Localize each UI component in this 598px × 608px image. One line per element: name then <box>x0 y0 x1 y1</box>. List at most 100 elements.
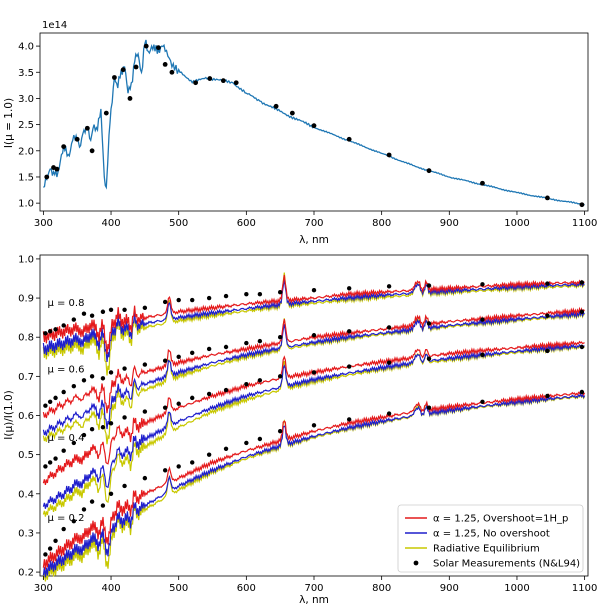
bottom-measurement-point <box>311 333 317 338</box>
top-measurement-point <box>89 148 95 154</box>
top-measurement-point <box>103 110 109 116</box>
top-measurement-point <box>207 76 213 81</box>
bottom-measurement-point <box>480 317 485 322</box>
bottom-x-tick-label: 300 <box>34 583 53 594</box>
bottom-measurement-point <box>142 305 148 311</box>
top-spectrum-line <box>42 39 585 206</box>
bottom-y-tick-label: 0.6 <box>18 411 34 422</box>
bottom-measurement-point <box>89 313 95 318</box>
bottom-measurement-point <box>545 281 550 286</box>
top-measurement-point <box>220 78 226 84</box>
bottom-measurement-point <box>142 409 148 414</box>
bottom-measurement-point <box>206 452 212 457</box>
bottom-measurement-point <box>346 417 352 422</box>
bottom-measurement-point <box>71 518 77 524</box>
bottom-measurement-point <box>190 395 195 401</box>
bottom-y-tick-label: 1.0 <box>18 254 34 265</box>
bottom-measurement-point <box>71 383 77 389</box>
bottom-measurement-point <box>386 284 392 289</box>
top-chart: 1e14 300 400 500 600 700 800 900 1000 1100 1.0 1.… <box>3 20 597 246</box>
top-y-tick-label: 3.5 <box>18 68 34 79</box>
bottom-measurement-point <box>206 346 212 352</box>
bottom-measurement-point <box>386 325 392 330</box>
bottom-x-tick-label: 700 <box>304 583 323 594</box>
bottom-measurement-point <box>426 283 432 288</box>
bottom-y-tick-label: 0.7 <box>18 372 34 383</box>
top-x-tick-label: 300 <box>34 218 53 229</box>
bottom-y-tick-label: 0.2 <box>18 568 34 579</box>
top-measurement-point <box>84 125 90 131</box>
bottom-x-axis-label: λ, nm <box>299 594 329 606</box>
legend-entry-label: Solar Measurements (N&L94) <box>433 559 580 570</box>
mu-label: μ = 0.2 <box>47 513 84 524</box>
bottom-measurement-point <box>176 401 181 406</box>
bottom-measurement-point <box>108 370 114 375</box>
bottom-measurement-point <box>480 282 485 287</box>
bottom-measurement-point <box>190 460 195 465</box>
bottom-measurement-point <box>206 391 212 397</box>
bottom-measurement-point <box>47 329 53 334</box>
top-y-tick-label: 2.0 <box>18 146 34 157</box>
bottom-chart: μ = 0.8 μ = 0.6 μ = 0.4 μ = 0.2 300 400 500 60… <box>3 254 597 606</box>
overshoot-line <box>42 390 586 570</box>
bottom-measurement-point <box>61 389 66 395</box>
top-y-axis-label: I(μ = 1.0) <box>3 98 15 148</box>
bottom-measurement-point <box>579 344 585 350</box>
bottom-measurement-point <box>277 428 283 434</box>
bottom-measurement-point <box>162 405 168 410</box>
mu-label: μ = 0.6 <box>47 364 84 375</box>
bottom-measurement-point <box>71 317 77 322</box>
bottom-measurement-point <box>100 376 106 381</box>
bottom-measurement-point <box>122 366 127 371</box>
top-measurement-point <box>143 43 149 49</box>
top-measurement-point <box>133 64 139 70</box>
bottom-x-tick-label: 800 <box>372 583 391 594</box>
top-y-tick-label: 1.5 <box>18 172 34 183</box>
bottom-x-tick-label: 1100 <box>572 583 597 594</box>
no-overshoot-line <box>42 309 585 436</box>
bottom-x-tick-label: 900 <box>440 583 459 594</box>
bottom-measurement-point <box>61 448 66 453</box>
top-measurement-point <box>426 168 432 174</box>
bottom-measurement-point <box>545 393 550 399</box>
bottom-measurement-point <box>346 329 352 334</box>
no-overshoot-line <box>42 278 585 363</box>
radiative-equilibrium-line <box>42 393 586 582</box>
no-overshoot-line <box>42 392 586 578</box>
bottom-measurement-point <box>223 387 229 393</box>
bottom-measurement-point <box>122 483 127 489</box>
bottom-measurement-point <box>122 307 127 313</box>
top-x-tick-label: 700 <box>304 218 323 229</box>
bottom-measurement-point <box>244 291 249 297</box>
top-measurement-point <box>162 62 168 67</box>
top-measurement-point <box>193 80 199 86</box>
bottom-measurement-point <box>71 440 77 446</box>
top-measurement-point <box>127 96 133 101</box>
top-measurement-point <box>480 180 485 186</box>
bottom-measurement-point <box>244 440 249 446</box>
bottom-measurement-point <box>579 309 585 314</box>
top-measurement-point <box>169 69 175 75</box>
bottom-measurement-point <box>176 464 181 469</box>
bottom-measurement-point <box>277 374 283 379</box>
top-x-tick-label: 500 <box>169 218 188 229</box>
bottom-measurement-point <box>53 456 58 461</box>
bottom-measurement-point <box>277 335 283 340</box>
top-measurement-point <box>120 67 126 73</box>
top-measurement-point <box>289 110 295 116</box>
bottom-measurement-point <box>257 338 263 344</box>
bottom-measurement-point <box>190 350 195 356</box>
bottom-y-tick-label: 0.5 <box>18 450 34 461</box>
overshoot-line <box>42 274 585 354</box>
no-overshoot-line <box>42 343 585 509</box>
top-y-tick-label: 4.0 <box>18 42 34 53</box>
bottom-y-tick-label: 0.9 <box>18 294 34 305</box>
top-measurement-point <box>155 45 161 51</box>
bottom-measurement-point <box>480 352 485 358</box>
bottom-measurement-point <box>61 526 66 532</box>
bottom-measurement-point <box>108 307 114 313</box>
legend-entry-label: α = 1.25, Overshoot=1H_p <box>433 514 568 525</box>
top-x-tick-label: 900 <box>440 218 459 229</box>
top-measurement-point <box>74 136 80 142</box>
